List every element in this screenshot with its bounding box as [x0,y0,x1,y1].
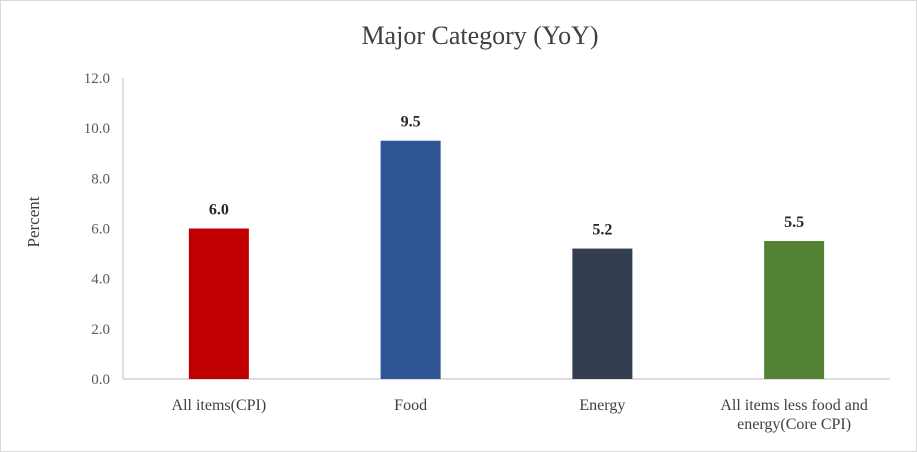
y-axis-title: Percent [24,196,43,247]
bar [764,241,825,379]
x-tick-label: All items less food and [720,397,868,414]
x-tick-label: energy(Core CPI) [737,416,851,433]
chart-title: Major Category (YoY) [361,21,598,50]
y-tick-label: 8.0 [91,171,110,187]
y-tick-label: 6.0 [91,222,110,238]
bar [380,140,441,379]
y-tick-label: 2.0 [91,322,110,338]
bar-series [188,140,825,379]
data-labels: 6.0 9.5 5.2 5.5 [209,114,804,239]
x-tick-label: Food [394,397,427,414]
bar [572,248,633,379]
x-tick-label: All items(CPI) [172,397,267,414]
y-tick-label: 10.0 [84,121,110,137]
y-tick-label: 0.0 [91,372,110,388]
x-tick-label: Energy [579,397,625,414]
data-label: 6.0 [209,202,229,219]
y-tick-label: 12.0 [84,71,110,87]
y-tick-labels: 0.0 2.0 4.0 6.0 8.0 10.0 12.0 [84,71,110,388]
data-label: 9.5 [401,114,421,131]
bar [188,228,249,379]
data-label: 5.5 [784,214,804,231]
x-tick-labels: All items(CPI) Food Energy All items less f… [172,397,868,433]
data-label: 5.2 [592,222,612,239]
y-tick-label: 4.0 [91,272,110,288]
